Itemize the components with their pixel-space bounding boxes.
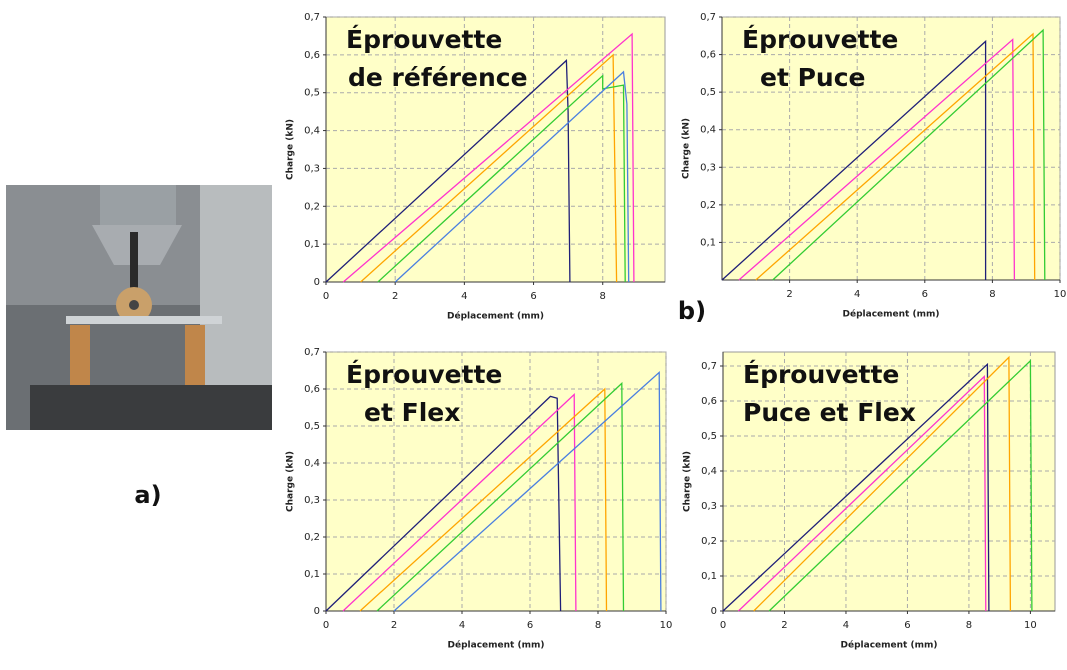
panel-label: b) — [678, 297, 706, 325]
x-tick-label: 2 — [781, 620, 787, 631]
x-tick-label: 6 — [527, 620, 533, 631]
data-line — [755, 32, 1036, 281]
data-line — [753, 355, 1012, 612]
x-tick-label: 6 — [922, 289, 928, 300]
data-line — [325, 59, 571, 283]
data-line — [342, 393, 577, 612]
x-tick-label: 8 — [966, 620, 972, 631]
y-tick-label: 0,5 — [701, 431, 717, 442]
x-tick-label: 0 — [323, 620, 329, 631]
panel-label: a) — [134, 481, 161, 509]
data-line — [360, 53, 618, 283]
x-tick-label: 0 — [720, 620, 726, 631]
x-axis-label: Déplacement (mm) — [447, 311, 544, 322]
data-line — [376, 381, 625, 612]
x-tick-label: 4 — [461, 291, 467, 302]
annotation: Éprouvette — [346, 360, 502, 389]
annotation: Éprouvette — [743, 360, 899, 389]
photo — [6, 185, 272, 430]
x-tick-label: 10 — [1054, 289, 1067, 300]
plot-area — [722, 351, 1056, 612]
annotation: de référence — [348, 63, 528, 92]
y-tick-label: 0,7 — [700, 12, 716, 23]
x-tick-label: 2 — [392, 291, 398, 302]
y-tick-label: 0,4 — [701, 466, 717, 477]
x-tick-label: 2 — [786, 289, 792, 300]
x-tick-label: 8 — [989, 289, 995, 300]
annotation: et Puce — [760, 63, 866, 92]
y-tick-label: 0,1 — [700, 237, 716, 248]
y-tick-label: 0,7 — [304, 12, 320, 23]
y-tick-label: 0,2 — [700, 200, 716, 211]
y-tick-label: 0,1 — [701, 571, 717, 582]
x-tick-label: 4 — [459, 620, 465, 631]
y-tick-label: 0,5 — [700, 87, 716, 98]
y-tick-label: 0,6 — [304, 50, 320, 61]
data-line — [325, 395, 562, 612]
y-tick-label: 0,5 — [304, 88, 320, 99]
x-tick-label: 8 — [600, 291, 606, 302]
y-axis-label: Charge (kN) — [683, 451, 693, 512]
data-line — [721, 39, 987, 281]
y-tick-label: 0,3 — [701, 501, 717, 512]
y-tick-label: 0 — [711, 606, 717, 617]
x-axis-label: Déplacement (mm) — [841, 640, 938, 651]
y-axis-label: Charge (kN) — [286, 119, 296, 180]
x-tick-label: 8 — [595, 620, 601, 631]
data-line — [394, 70, 630, 283]
plot-area — [325, 351, 667, 612]
data-line — [737, 374, 987, 612]
data-line — [359, 387, 608, 612]
annotation: et Flex — [364, 398, 460, 427]
x-tick-label: 10 — [1024, 620, 1037, 631]
plot-area — [721, 16, 1061, 281]
y-tick-label: 0,7 — [701, 361, 717, 372]
annotation: Puce et Flex — [743, 398, 916, 427]
x-tick-label: 2 — [391, 620, 397, 631]
data-line — [377, 74, 626, 283]
y-tick-label: 0,2 — [304, 532, 320, 543]
y-tick-label: 0,5 — [304, 421, 320, 432]
x-axis-label: Déplacement (mm) — [448, 640, 545, 651]
x-tick-label: 10 — [660, 620, 673, 631]
data-line — [722, 362, 990, 612]
y-tick-label: 0 — [314, 606, 320, 617]
data-line — [768, 359, 1033, 612]
y-tick-label: 0,4 — [700, 125, 716, 136]
annotation: Éprouvette — [346, 25, 502, 54]
x-tick-label: 6 — [904, 620, 910, 631]
y-tick-label: 0,3 — [304, 495, 320, 506]
y-tick-label: 0,3 — [304, 163, 320, 174]
x-axis-label: Déplacement (mm) — [843, 309, 940, 320]
y-tick-label: 0,4 — [304, 126, 320, 137]
y-tick-label: 0,4 — [304, 458, 320, 469]
y-tick-label: 0,6 — [304, 384, 320, 395]
y-tick-label: 0,6 — [700, 50, 716, 61]
y-tick-label: 0,1 — [304, 569, 320, 580]
data-line — [342, 32, 635, 283]
data-line — [393, 370, 662, 612]
y-tick-label: 0,1 — [304, 239, 320, 250]
x-tick-label: 6 — [530, 291, 536, 302]
annotation: Éprouvette — [742, 25, 898, 54]
data-line — [738, 38, 1016, 281]
y-tick-label: 0 — [314, 277, 320, 288]
y-axis-label: Charge (kN) — [682, 118, 692, 179]
x-tick-label: 4 — [854, 289, 860, 300]
y-tick-label: 0,7 — [304, 347, 320, 358]
y-tick-label: 0,6 — [701, 396, 717, 407]
data-line — [772, 28, 1046, 281]
x-tick-label: 0 — [323, 291, 329, 302]
y-tick-label: 0,2 — [701, 536, 717, 547]
y-axis-label: Charge (kN) — [286, 451, 296, 512]
x-tick-label: 4 — [843, 620, 849, 631]
y-tick-label: 0,3 — [700, 162, 716, 173]
y-tick-label: 0,2 — [304, 201, 320, 212]
